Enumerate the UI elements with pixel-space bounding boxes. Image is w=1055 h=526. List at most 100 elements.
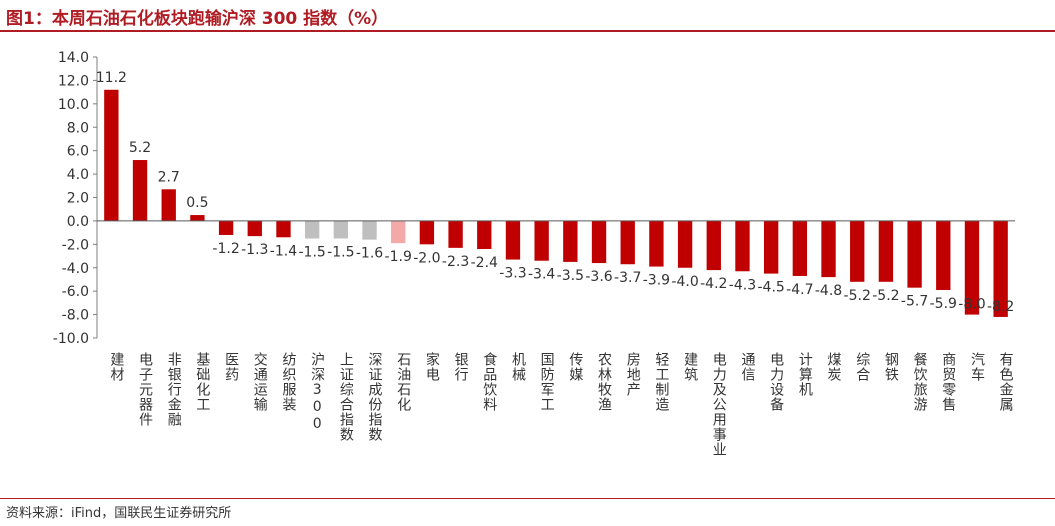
data-label: -2.0 bbox=[413, 250, 440, 266]
y-tick-label: 12.0 bbox=[58, 73, 89, 89]
y-tick-label: 8.0 bbox=[67, 120, 89, 136]
data-label: -4.5 bbox=[757, 280, 784, 296]
data-label: -3.3 bbox=[499, 266, 526, 282]
x-tick-label: 深证成份指数 bbox=[367, 352, 383, 442]
bar-chart: 14.0 12.0 10.0 8.0 6.0 4.0 2.0 0.0 -2.0 -4.0 -6.0 -… bbox=[53, 50, 1015, 457]
bar-纺织服装 bbox=[276, 220, 291, 238]
data-label: -1.4 bbox=[270, 243, 297, 259]
data-label: -1.5 bbox=[327, 244, 354, 260]
bar-通信 bbox=[735, 220, 750, 272]
y-tick-label: -4.0 bbox=[62, 261, 89, 277]
x-tick-label: 煤炭 bbox=[826, 352, 842, 382]
bar-上证综合指数 bbox=[333, 220, 349, 239]
source-note: 资料来源：iFind，国联民生证券研究所 bbox=[6, 506, 232, 521]
bar-电力设备 bbox=[763, 220, 779, 274]
chart-title: 图1：本周石油石化板块跑输沪深 300 指数（%） bbox=[6, 9, 389, 29]
y-tick-label: 14.0 bbox=[58, 50, 89, 66]
bar-沪深300 bbox=[304, 220, 320, 239]
bar-电力及公用事业 bbox=[706, 220, 721, 271]
data-label: -8.0 bbox=[958, 297, 985, 313]
bar-农林牧渔 bbox=[591, 220, 607, 264]
bar-建筑 bbox=[677, 220, 693, 268]
x-tick-label: 家电 bbox=[424, 351, 440, 382]
data-label: -5.7 bbox=[901, 294, 928, 310]
data-label: -2.4 bbox=[471, 255, 498, 271]
x-tick-label: 机械 bbox=[510, 352, 526, 382]
bar-非银行金融 bbox=[161, 189, 176, 221]
x-tick-label: 建材 bbox=[108, 352, 124, 382]
data-label: -8.2 bbox=[987, 299, 1014, 315]
y-tick-label: 2.0 bbox=[67, 191, 89, 207]
bar-建材 bbox=[104, 89, 119, 221]
bar-传媒 bbox=[563, 220, 578, 262]
x-tick-label: 计算机 bbox=[797, 352, 813, 397]
data-label: -4.0 bbox=[671, 274, 698, 290]
x-tick-label: 电子元器件 bbox=[137, 352, 153, 427]
data-label: 0.5 bbox=[186, 195, 208, 211]
x-tick-label: 电力设备 bbox=[768, 352, 784, 412]
bar-机械 bbox=[505, 220, 521, 260]
bar-家电 bbox=[419, 220, 435, 245]
x-tick-label: 有色金属 bbox=[998, 352, 1014, 412]
y-tick-label: -2.0 bbox=[62, 237, 89, 253]
bar-餐饮旅游 bbox=[907, 220, 922, 288]
bar-综合 bbox=[850, 220, 865, 282]
x-tick-label: 纺织服装 bbox=[280, 352, 296, 412]
data-label: -1.6 bbox=[356, 246, 383, 262]
data-label: -1.9 bbox=[385, 249, 412, 265]
data-label: -4.2 bbox=[700, 276, 727, 292]
data-label: -1.3 bbox=[241, 242, 268, 258]
bar-轻工制造 bbox=[649, 220, 664, 267]
bar-钢铁 bbox=[878, 220, 894, 282]
y-tick-label: 4.0 bbox=[67, 167, 89, 183]
bar-石油石化 bbox=[391, 220, 406, 244]
x-tick-label: 房地产 bbox=[625, 352, 641, 397]
data-label: -2.3 bbox=[442, 254, 469, 270]
data-label: -4.3 bbox=[729, 277, 756, 293]
x-tick-label: 石油石化 bbox=[395, 352, 411, 412]
x-tick-label: 汽车 bbox=[969, 352, 985, 382]
bar-计算机 bbox=[792, 220, 808, 276]
x-tick-label: 银行 bbox=[453, 352, 469, 382]
bar-房地产 bbox=[620, 220, 635, 265]
x-tick-label: 餐饮旅游 bbox=[912, 352, 928, 412]
bar-汽车 bbox=[964, 220, 980, 315]
data-label: -3.7 bbox=[614, 270, 641, 286]
bar-基础化工 bbox=[190, 215, 205, 221]
data-label: 2.7 bbox=[158, 169, 180, 185]
x-tick-label: 沪深300 bbox=[309, 352, 325, 433]
data-label: -3.5 bbox=[557, 268, 584, 284]
title-divider bbox=[0, 30, 1055, 32]
data-label: -3.6 bbox=[585, 269, 612, 285]
x-tick-label: 通信 bbox=[739, 352, 755, 382]
y-tick-label: -8.0 bbox=[62, 308, 89, 324]
y-tick-label: 0.0 bbox=[67, 214, 89, 230]
bar-有色金属 bbox=[993, 220, 1008, 317]
x-tick-label: 农林牧渔 bbox=[596, 352, 612, 412]
x-tick-label: 医药 bbox=[223, 352, 239, 382]
bar-煤炭 bbox=[821, 220, 836, 278]
x-tick-label: 钢铁 bbox=[883, 352, 899, 382]
bar-食品饮料 bbox=[477, 220, 492, 250]
x-tick-label: 综合 bbox=[854, 352, 870, 382]
bar-国防军工 bbox=[534, 220, 549, 261]
x-tick-label: 上证综合指数 bbox=[338, 352, 354, 442]
data-label: -1.5 bbox=[298, 244, 325, 260]
x-tick-label: 交通运输 bbox=[252, 351, 268, 412]
x-tick-label: 电力及公用事业 bbox=[711, 352, 727, 457]
data-label: -5.9 bbox=[930, 296, 957, 312]
x-tick-label: 商贸零售 bbox=[940, 352, 956, 412]
y-tick-label: 10.0 bbox=[58, 97, 89, 113]
y-tick-label: -10.0 bbox=[53, 331, 89, 347]
bar-银行 bbox=[448, 220, 463, 248]
data-label: -3.4 bbox=[528, 267, 555, 283]
x-tick-label: 食品饮料 bbox=[481, 351, 497, 412]
y-tick-label: -6.0 bbox=[62, 284, 89, 300]
y-tick-label: 6.0 bbox=[67, 144, 89, 160]
x-tick-label: 非银行金融 bbox=[166, 352, 182, 427]
bar-商贸零售 bbox=[936, 220, 951, 290]
data-label: -5.2 bbox=[872, 288, 899, 304]
data-label: -5.2 bbox=[844, 288, 871, 304]
bar-电子元器件 bbox=[132, 160, 148, 221]
bar-交通运输 bbox=[247, 220, 262, 237]
